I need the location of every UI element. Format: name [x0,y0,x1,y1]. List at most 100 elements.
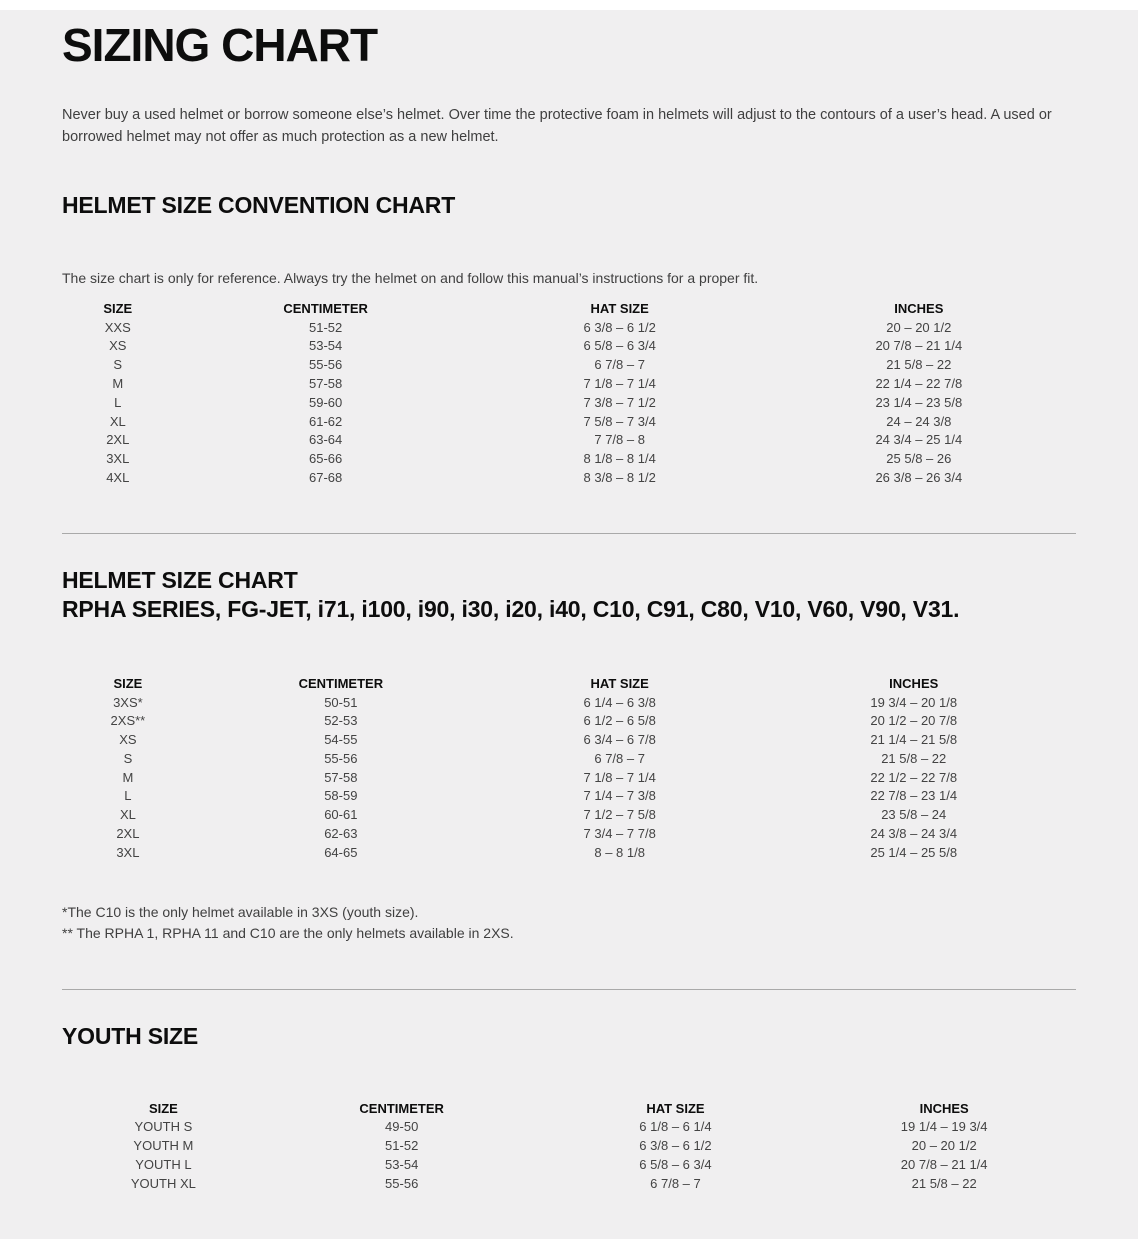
table-cell: 7 3/8 – 7 1/2 [583,394,656,410]
table-cell: 63-64 [309,432,343,448]
table-cell: 20 7/8 – 21 1/4 [875,338,963,354]
section-helmet-size-convention: HELMET SIZE CONVENTION CHART The size ch… [62,191,1076,487]
table-row: 2XS** 52-53 6 1/2 – 6 5/8 20 1/2 – 20 7/8 [62,711,1076,730]
table-cell: 55-56 [324,750,358,766]
table-row: XS 54-55 6 3/4 – 6 7/8 21 1/4 – 21 5/8 [62,730,1076,749]
table-header-row: SIZE CENTIMETER HAT SIZE INCHES [62,674,1076,693]
table-cell: 19 3/4 – 20 1/8 [870,694,958,710]
column-header: CENTIMETER [298,675,384,691]
table-row: 3XL 64-65 8 – 8 1/8 25 1/4 – 25 5/8 [62,843,1076,862]
table-cell: 53-54 [309,338,343,354]
table-row: XXS 51-52 6 3/8 – 6 1/2 20 – 20 1/2 [62,318,1076,337]
top-white-strip [0,0,1138,10]
intro-paragraph: Never buy a used helmet or borrow someon… [62,107,1052,146]
column-header: HAT SIZE [646,1100,705,1116]
table-row: M 57-58 7 1/8 – 7 1/4 22 1/4 – 22 7/8 [62,374,1076,393]
table-cell: 67-68 [309,469,343,485]
footnote-3xs: *The C10 is the only helmet available in… [62,903,419,920]
section-youth-size: YOUTH SIZE SIZE CENTIMETER HAT SIZE INCHES Y… [62,1022,1076,1193]
reference-note: The size chart is only for reference. Al… [62,269,759,286]
table-cell: 52-53 [324,713,358,729]
table-cell: S [123,750,133,766]
table-cell: 8 1/8 – 8 1/4 [583,451,656,467]
helmet-size-chart-heading: HELMET SIZE CHART RPHA SERIES, FG-JET, i7… [62,566,1076,624]
table-cell: 6 1/8 – 6 1/4 [639,1119,712,1135]
table-cell: 51-52 [309,319,343,335]
table-cell: 50-51 [324,694,358,710]
table-cell: XXS [104,319,131,335]
column-header: HAT SIZE [590,675,649,691]
table-cell: L [114,394,122,410]
table-cell: 62-63 [324,826,358,842]
column-header: HAT SIZE [590,300,649,316]
table-cell: 6 5/8 – 6 3/4 [639,1157,712,1173]
table-cell: 8 – 8 1/8 [594,844,645,860]
table-header: SIZE CENTIMETER HAT SIZE INCHES [62,299,1076,318]
column-header: INCHES [889,675,939,691]
table-row: YOUTH L 53-54 6 5/8 – 6 3/4 20 7/8 – 21 1/4 [62,1155,1076,1174]
convention-chart-heading: HELMET SIZE CONVENTION CHART [62,191,456,218]
table-cell: 2XL [106,432,130,448]
table-cell: YOUTH XL [130,1175,196,1191]
table-cell: 2XL [116,826,140,842]
table-cell: 59-60 [309,394,343,410]
table-cell: 20 – 20 1/2 [911,1138,977,1154]
table-cell: 23 5/8 – 24 [881,807,947,823]
table-cell: M [112,375,124,391]
table-cell: 6 7/8 – 7 [594,750,645,766]
table-cell: 7 1/2 – 7 5/8 [583,807,656,823]
table-header: SIZE CENTIMETER HAT SIZE INCHES [62,1099,1076,1118]
column-header: SIZE [103,300,133,316]
table-cell: YOUTH M [133,1138,194,1154]
table-row: M 57-58 7 1/8 – 7 1/4 22 1/2 – 22 7/8 [62,768,1076,787]
table-cell: L [124,788,132,804]
table-cell: 7 1/8 – 7 1/4 [583,375,656,391]
table-cell: 6 7/8 – 7 [650,1175,701,1191]
table-row: S 55-56 6 7/8 – 7 21 5/8 – 22 [62,749,1076,768]
table-cell: 6 3/8 – 6 1/2 [639,1138,712,1154]
helmet-size-table: SIZE CENTIMETER HAT SIZE INCHES 3XS* 50-51 6 1… [62,674,1076,862]
table-cell: 58-59 [324,788,358,804]
table-cell: 57-58 [324,769,358,785]
table-body: 3XS* 50-51 6 1/4 – 6 3/8 19 3/4 – 20 1/8 2XS… [62,693,1076,862]
table-row: 4XL 67-68 8 3/8 – 8 1/2 26 3/8 – 26 3/4 [62,468,1076,487]
sizing-chart-page: SIZING CHART Never buy a used helmet or … [0,10,1138,1239]
table-cell: 8 3/8 – 8 1/2 [583,469,656,485]
table-row: S 55-56 6 7/8 – 7 21 5/8 – 22 [62,355,1076,374]
table-cell: 20 – 20 1/2 [886,319,952,335]
table-cell: 20 7/8 – 21 1/4 [900,1157,988,1173]
table-cell: S [113,357,123,373]
table-cell: 6 1/2 – 6 5/8 [583,713,656,729]
table-row: XS 53-54 6 5/8 – 6 3/4 20 7/8 – 21 1/4 [62,337,1076,356]
table-cell: XL [119,807,136,823]
table-cell: XL [109,413,126,429]
table-cell: 55-56 [385,1175,419,1191]
table-cell: 26 3/8 – 26 3/4 [875,469,963,485]
table-cell: 53-54 [385,1157,419,1173]
table-row: 2XL 62-63 7 3/4 – 7 7/8 24 3/8 – 24 3/4 [62,824,1076,843]
table-cell: 20 1/2 – 20 7/8 [870,713,958,729]
table-cell: 4XL [106,469,130,485]
table-row: 3XS* 50-51 6 1/4 – 6 3/8 19 3/4 – 20 1/8 [62,693,1076,712]
table-row: XL 60-61 7 1/2 – 7 5/8 23 5/8 – 24 [62,805,1076,824]
table-row: 3XL 65-66 8 1/8 – 8 1/4 25 5/8 – 26 [62,449,1076,468]
column-header: INCHES [919,1100,969,1116]
table-cell: 25 5/8 – 26 [886,451,952,467]
footnote-2xs: ** The RPHA 1, RPHA 11 and C10 are the o… [62,924,514,941]
table-cell: XS [109,338,127,354]
table-cell: M [122,769,134,785]
table-cell: 60-61 [324,807,358,823]
table-cell: 21 1/4 – 21 5/8 [870,732,958,748]
table-cell: 6 7/8 – 7 [594,357,645,373]
table-cell: XS [119,732,137,748]
table-cell: 3XL [106,451,130,467]
table-body: YOUTH S 49-50 6 1/8 – 6 1/4 19 1/4 – 19 3/4… [62,1118,1076,1193]
table-cell: 22 1/4 – 22 7/8 [875,375,963,391]
table-header: SIZE CENTIMETER HAT SIZE INCHES [62,674,1076,693]
youth-size-heading: YOUTH SIZE [62,1022,199,1049]
table-cell: 2XS** [110,713,146,729]
table-row: 2XL 63-64 7 7/8 – 8 24 3/4 – 25 1/4 [62,430,1076,449]
table-cell: YOUTH L [135,1157,192,1173]
heading-line-2-models: RPHA SERIES, FG-JET, i71, i100, i90, i30… [62,595,960,622]
table-cell: 55-56 [309,357,343,373]
